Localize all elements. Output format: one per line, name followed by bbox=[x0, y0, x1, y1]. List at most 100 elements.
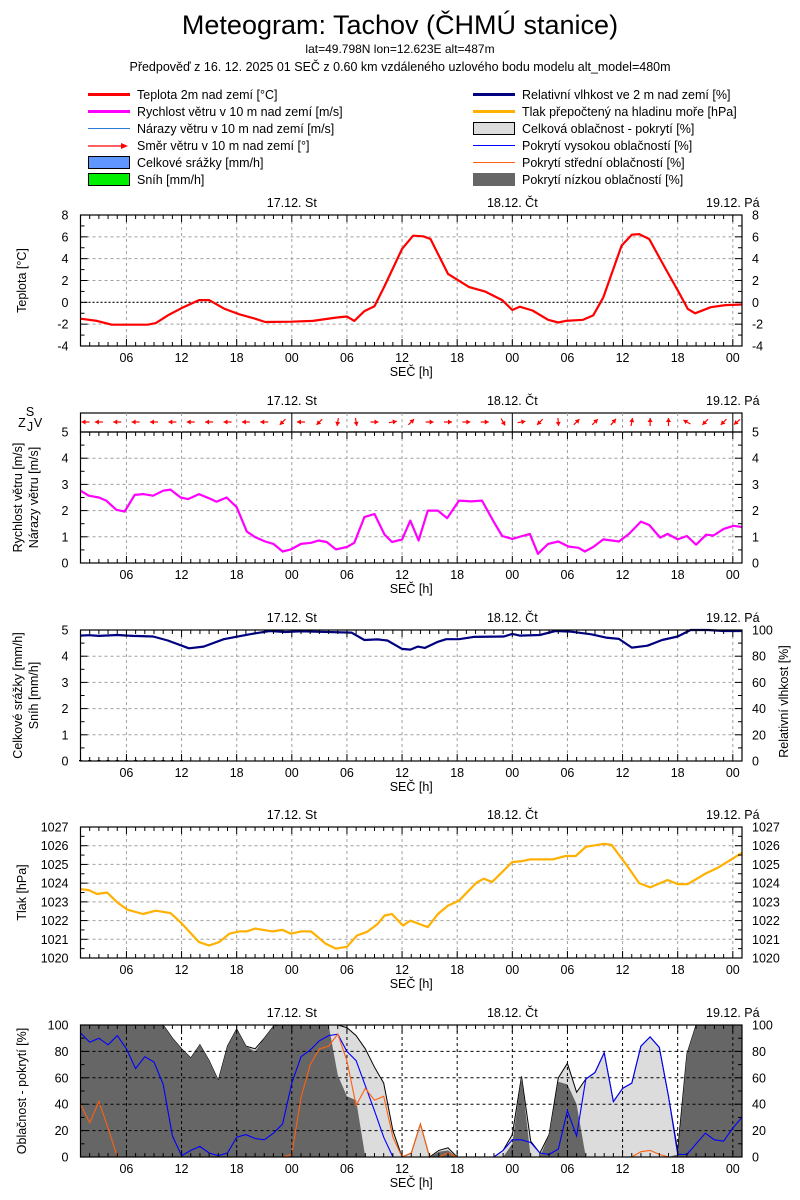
legend-label: Nárazy větru v 10 m nad zemí [m/s] bbox=[137, 121, 335, 136]
x-tick-label: 00 bbox=[285, 351, 299, 365]
y-tick-label-left: -2 bbox=[57, 318, 68, 332]
legend-item: Tlak přepočtený na hladinu moře [hPa] bbox=[473, 103, 737, 120]
x-tick-label: 12 bbox=[175, 1162, 189, 1176]
y-tick-label-right: 20 bbox=[752, 728, 766, 742]
gridlines bbox=[80, 827, 742, 958]
x-tick-label: 12 bbox=[175, 963, 189, 977]
y-tick-label-right: 1026 bbox=[752, 839, 780, 853]
chart-mark bbox=[150, 419, 154, 425]
legend-swatch bbox=[473, 122, 515, 136]
x-tick-label: 12 bbox=[395, 351, 409, 365]
y-tick-label-left: 0 bbox=[62, 755, 69, 769]
x-tick-label: 00 bbox=[726, 963, 740, 977]
station-coordinates: lat=49.798N lon=12.623E alt=487m bbox=[305, 42, 495, 56]
x-axis-label: SEČ [h] bbox=[390, 779, 433, 794]
chart-mark bbox=[702, 420, 708, 425]
x-tick-label: 18 bbox=[230, 766, 244, 780]
x-tick-label: 06 bbox=[560, 766, 574, 780]
wind-arrow bbox=[186, 419, 195, 425]
chart-mark bbox=[429, 419, 434, 425]
x-axis-label: SEČ [h] bbox=[390, 1175, 433, 1190]
x-tick-label: 06 bbox=[560, 1162, 574, 1176]
y-tick-label-left: -4 bbox=[57, 340, 68, 354]
wind-arrow bbox=[720, 418, 727, 426]
x-tick-label: 12 bbox=[616, 568, 630, 582]
x-tick-label: 12 bbox=[395, 568, 409, 582]
y-tick-label-left: 2 bbox=[62, 274, 69, 288]
legend-item: Pokrytí nízkou oblačností [%] bbox=[473, 171, 683, 188]
x-tick-label: 18 bbox=[671, 1162, 685, 1176]
y-tick-label-right: 1024 bbox=[752, 877, 780, 891]
date-label: 18.12. Čt bbox=[487, 195, 538, 210]
plot-frame bbox=[79, 826, 743, 959]
y-tick-label-right: 4 bbox=[752, 252, 759, 266]
y-axis-label: Oblačnost - pokrytí [%] bbox=[15, 1028, 29, 1154]
legend-item: Pokrytí střední oblačností [%] bbox=[473, 154, 685, 171]
y-tick-label-left: 4 bbox=[62, 650, 69, 664]
legend-item: Pokrytí vysokou oblačností [%] bbox=[473, 137, 692, 154]
legend-item: Sníh [mm/h] bbox=[88, 171, 204, 188]
y-tick-label-left: 4 bbox=[62, 452, 69, 466]
y-tick-label-right: 20 bbox=[752, 1124, 766, 1138]
x-tick-label: 18 bbox=[671, 351, 685, 365]
y-tick-label-right: 4 bbox=[752, 452, 759, 466]
chart-mark bbox=[374, 419, 379, 425]
wind-arrow bbox=[573, 418, 580, 426]
y-tick-label-left: 3 bbox=[62, 676, 69, 690]
wind-direction-strip bbox=[79, 412, 743, 433]
x-tick-label: 00 bbox=[285, 1162, 299, 1176]
legend-swatch bbox=[473, 105, 515, 119]
y-tick-label-right: -2 bbox=[752, 318, 763, 332]
chart-mark bbox=[466, 419, 471, 425]
y-tick-label-left: 1022 bbox=[41, 914, 69, 928]
wind-arrow bbox=[536, 418, 544, 426]
wind-arrow bbox=[629, 417, 635, 427]
compass-s: J bbox=[27, 420, 33, 434]
chart-mark bbox=[555, 421, 561, 426]
x-tick-label: 06 bbox=[119, 568, 133, 582]
legend-swatch bbox=[473, 156, 515, 170]
legend-label: Rychlost větru v 10 m nad zemí [m/s] bbox=[137, 104, 343, 119]
legend-item: Celkové srážky [mm/h] bbox=[88, 154, 263, 171]
chart-mark bbox=[168, 419, 173, 425]
y-tick-label-left: 1027 bbox=[41, 821, 69, 835]
panel-temperature: -4 -2 0 2 4 6 8 -4 -2 0 2 4 6 8 06 12 18 00 06 12 18 00 06 12 18… bbox=[15, 195, 763, 379]
gridlines bbox=[80, 630, 742, 761]
chart-mark bbox=[316, 420, 322, 425]
y-tick-label-left: 1 bbox=[62, 728, 69, 742]
x-tick-label: 06 bbox=[119, 351, 133, 365]
y-tick-label-right: 1021 bbox=[752, 933, 780, 947]
legend-label: Celkové srážky [mm/h] bbox=[137, 155, 264, 170]
wind-arrow bbox=[462, 419, 471, 425]
x-tick-label: 12 bbox=[616, 963, 630, 977]
y-tick-label-right: 5 bbox=[752, 426, 759, 440]
wind-arrow bbox=[370, 419, 379, 425]
compass-label: SZ J V bbox=[18, 405, 43, 434]
wind-arrow bbox=[150, 419, 158, 425]
y-tick-label-left: 20 bbox=[55, 1124, 69, 1138]
chart-mark bbox=[500, 420, 506, 426]
y-tick-label-right: 1 bbox=[752, 530, 759, 544]
y-tick-label-right: 60 bbox=[752, 676, 766, 690]
legend-swatch bbox=[88, 105, 130, 119]
wind-arrow bbox=[500, 418, 506, 426]
y-tick-label-left: 4 bbox=[62, 252, 69, 266]
wind-arrow bbox=[241, 419, 250, 425]
date-label: 17.12. St bbox=[267, 196, 318, 210]
y-tick-label-left: 1020 bbox=[41, 952, 69, 966]
wind-arrow bbox=[701, 418, 709, 426]
y-tick-label-left: 1021 bbox=[41, 933, 69, 947]
y-tick-label-right: -4 bbox=[752, 340, 763, 354]
panel-pressure: 1020 1021 1022 1023 1024 1025 1026 1027 1020 1021… bbox=[15, 807, 780, 991]
compass-e: V bbox=[34, 416, 43, 430]
legend-label: Pokrytí střední oblačností [%] bbox=[522, 155, 685, 170]
chart-mark bbox=[223, 419, 228, 425]
x-tick-label: 06 bbox=[340, 766, 354, 780]
wind-arrow bbox=[223, 419, 232, 425]
y-axis-label: Rychlost větru [m/s] bbox=[11, 443, 25, 553]
axis-ticks bbox=[80, 431, 742, 564]
wind-arrow bbox=[131, 419, 140, 425]
y-tick-label-left: 40 bbox=[55, 1098, 69, 1112]
x-tick-label: 00 bbox=[726, 568, 740, 582]
y-tick-label-right: 60 bbox=[752, 1071, 766, 1085]
